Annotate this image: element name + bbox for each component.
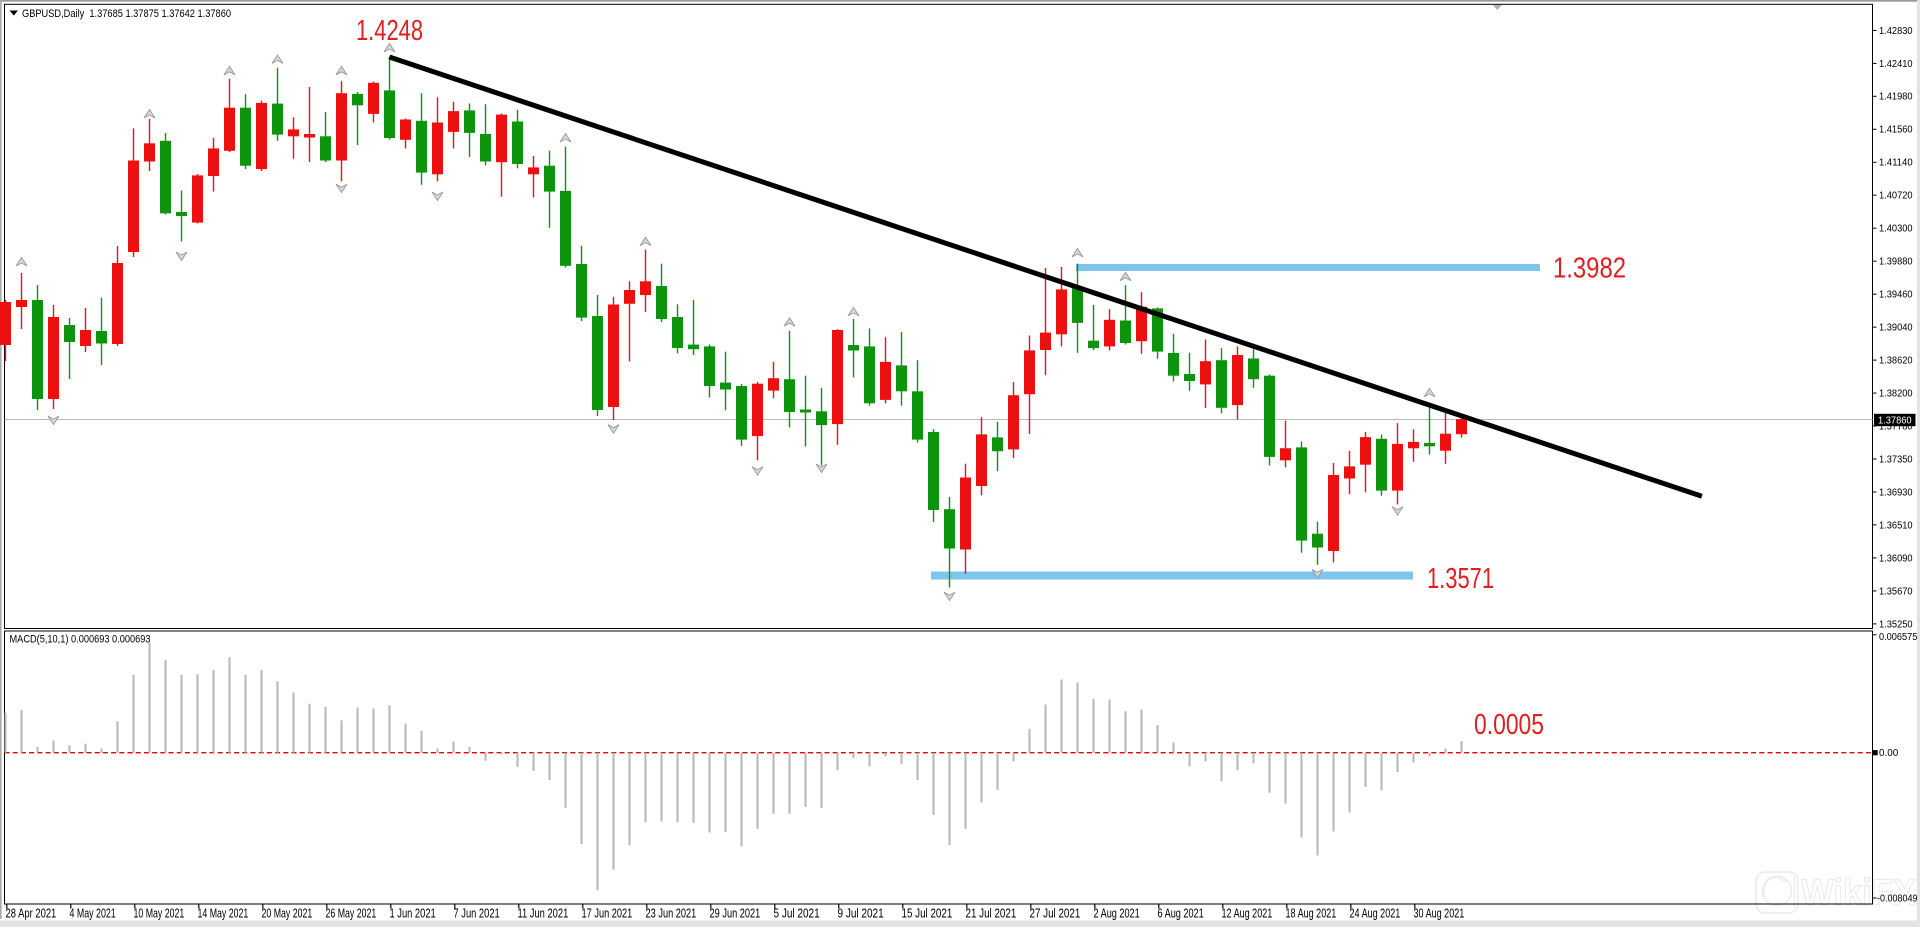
svg-text:1.38200: 1.38200	[1879, 389, 1913, 400]
svg-text:4 May 2021: 4 May 2021	[70, 907, 116, 921]
svg-text:21 Jul 2021: 21 Jul 2021	[966, 907, 1017, 921]
svg-text:1.39880: 1.39880	[1879, 257, 1913, 268]
svg-text:30 Aug 2021: 30 Aug 2021	[1414, 907, 1465, 921]
svg-text:5 Jul 2021: 5 Jul 2021	[774, 907, 820, 921]
svg-text:27 Jul 2021: 27 Jul 2021	[1030, 907, 1081, 921]
svg-text:1.39460: 1.39460	[1879, 290, 1913, 301]
svg-text:10 May 2021: 10 May 2021	[134, 907, 185, 921]
svg-text:1.36090: 1.36090	[1879, 553, 1913, 564]
svg-text:1 Jun 2021: 1 Jun 2021	[390, 907, 436, 921]
svg-text:WikiFX: WikiFX	[1801, 872, 1916, 913]
svg-text:1.41560: 1.41560	[1879, 125, 1913, 136]
svg-text:28 Apr 2021: 28 Apr 2021	[6, 907, 57, 921]
svg-text:9 Jul 2021: 9 Jul 2021	[838, 907, 884, 921]
svg-text:0.0005: 0.0005	[1474, 709, 1544, 741]
svg-text:1.3571: 1.3571	[1427, 563, 1494, 595]
svg-text:1.40300: 1.40300	[1879, 224, 1913, 235]
svg-text:29 Jun 2021: 29 Jun 2021	[710, 907, 761, 921]
svg-text:23 Jun 2021: 23 Jun 2021	[646, 907, 697, 921]
svg-text:26 May 2021: 26 May 2021	[326, 907, 377, 921]
svg-text:18 Aug 2021: 18 Aug 2021	[1286, 907, 1337, 921]
svg-text:MACD(5,10,1) 0.000693 0.000693: MACD(5,10,1) 0.000693 0.000693	[10, 634, 151, 646]
svg-text:1.41140: 1.41140	[1879, 158, 1913, 169]
svg-text:20 May 2021: 20 May 2021	[262, 907, 313, 921]
svg-text:14 May 2021: 14 May 2021	[198, 907, 249, 921]
svg-text:15 Jul 2021: 15 Jul 2021	[902, 907, 953, 921]
svg-text:1.39040: 1.39040	[1879, 323, 1913, 334]
svg-text:0.00: 0.00	[1879, 748, 1899, 759]
svg-text:-0.008049: -0.008049	[1877, 893, 1918, 904]
svg-text:1.4248: 1.4248	[356, 15, 423, 47]
svg-text:12 Aug 2021: 12 Aug 2021	[1222, 907, 1273, 921]
svg-text:7 Jun 2021: 7 Jun 2021	[454, 907, 500, 921]
svg-text:1.35250: 1.35250	[1879, 619, 1913, 630]
svg-text:0.006575: 0.006575	[1879, 632, 1918, 643]
svg-text:2 Aug 2021: 2 Aug 2021	[1094, 907, 1140, 921]
svg-text:GBPUSD,Daily 1.37685 1.37875: GBPUSD,Daily 1.37685 1.37875 1.37642 1.3…	[22, 8, 231, 20]
svg-text:1.42410: 1.42410	[1879, 59, 1913, 70]
svg-text:1.3982: 1.3982	[1553, 253, 1626, 285]
svg-text:1.37780: 1.37780	[1879, 421, 1913, 432]
svg-text:1.42830: 1.42830	[1879, 26, 1913, 37]
svg-text:6 Aug 2021: 6 Aug 2021	[1158, 907, 1204, 921]
svg-text:1.37860: 1.37860	[1878, 416, 1912, 427]
svg-text:24 Aug 2021: 24 Aug 2021	[1350, 907, 1401, 921]
svg-text:11 Jun 2021: 11 Jun 2021	[518, 907, 569, 921]
svg-text:1.35670: 1.35670	[1879, 586, 1913, 597]
svg-text:1.38620: 1.38620	[1879, 356, 1913, 367]
svg-text:1.37350: 1.37350	[1879, 454, 1913, 465]
svg-text:17 Jun 2021: 17 Jun 2021	[582, 907, 633, 921]
svg-text:1.36510: 1.36510	[1879, 520, 1913, 531]
svg-text:1.40720: 1.40720	[1879, 191, 1913, 202]
svg-text:1.41980: 1.41980	[1879, 92, 1913, 103]
svg-text:1.36930: 1.36930	[1879, 487, 1913, 498]
